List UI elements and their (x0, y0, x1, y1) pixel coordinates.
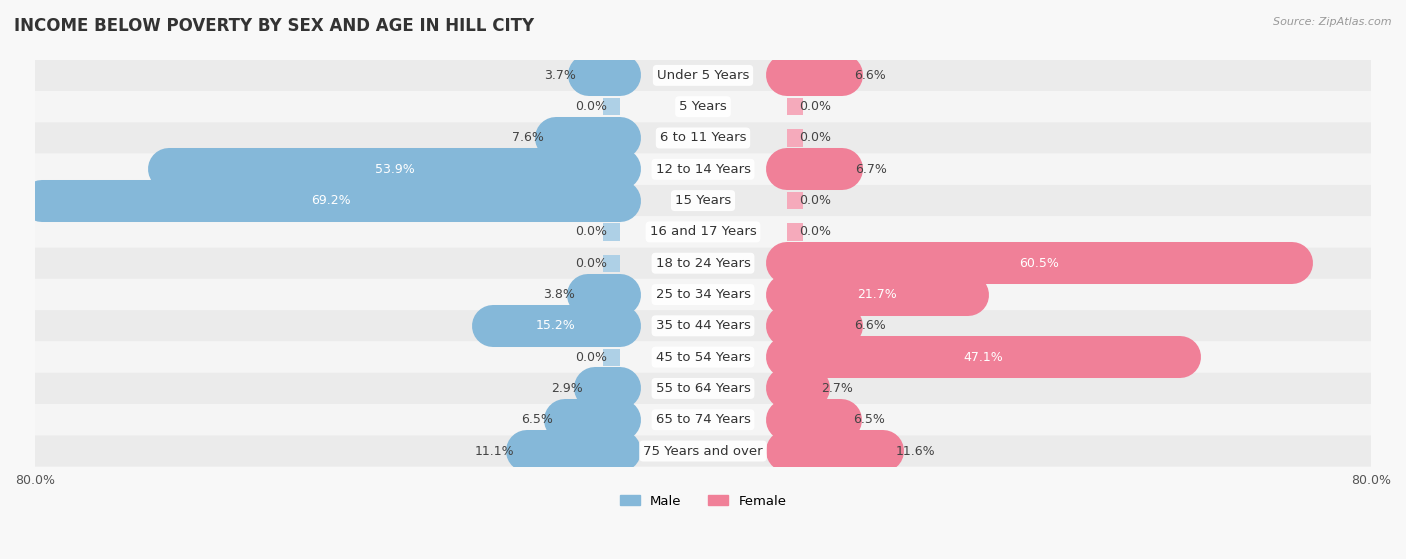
Text: 3.7%: 3.7% (544, 69, 576, 82)
FancyBboxPatch shape (35, 404, 1371, 435)
Text: 7.6%: 7.6% (512, 131, 544, 144)
Text: 60.5%: 60.5% (1019, 257, 1059, 269)
Text: 6.7%: 6.7% (855, 163, 887, 176)
Bar (603, 223, 620, 240)
Bar (786, 442, 883, 459)
Text: 47.1%: 47.1% (963, 350, 1002, 363)
Bar (603, 348, 620, 366)
FancyBboxPatch shape (35, 91, 1371, 122)
Text: 0.0%: 0.0% (799, 225, 831, 238)
Text: 0.0%: 0.0% (799, 131, 831, 144)
Text: Source: ZipAtlas.com: Source: ZipAtlas.com (1274, 17, 1392, 27)
Bar (786, 411, 841, 428)
FancyBboxPatch shape (35, 310, 1371, 342)
Text: 6.6%: 6.6% (853, 319, 886, 332)
Text: 18 to 24 Years: 18 to 24 Years (655, 257, 751, 269)
Bar (786, 286, 967, 303)
Bar (589, 67, 620, 84)
FancyBboxPatch shape (35, 122, 1371, 154)
Bar (595, 380, 620, 397)
Text: 0.0%: 0.0% (575, 100, 607, 113)
Text: 6.5%: 6.5% (853, 413, 886, 426)
Text: 65 to 74 Years: 65 to 74 Years (655, 413, 751, 426)
Text: 3.8%: 3.8% (543, 288, 575, 301)
Text: 0.0%: 0.0% (799, 100, 831, 113)
Legend: Male, Female: Male, Female (614, 490, 792, 513)
Text: 0.0%: 0.0% (575, 225, 607, 238)
Bar (527, 442, 620, 459)
Text: 35 to 44 Years: 35 to 44 Years (655, 319, 751, 332)
Text: Under 5 Years: Under 5 Years (657, 69, 749, 82)
Text: 15 Years: 15 Years (675, 194, 731, 207)
Text: 11.1%: 11.1% (475, 444, 515, 457)
FancyBboxPatch shape (35, 216, 1371, 248)
Text: 2.7%: 2.7% (821, 382, 853, 395)
Text: 16 and 17 Years: 16 and 17 Years (650, 225, 756, 238)
Text: 0.0%: 0.0% (575, 257, 607, 269)
Bar (786, 254, 1292, 272)
FancyBboxPatch shape (35, 435, 1371, 467)
FancyBboxPatch shape (35, 248, 1371, 279)
Text: 75 Years and over: 75 Years and over (643, 444, 763, 457)
Text: 6.6%: 6.6% (853, 69, 886, 82)
Text: 25 to 34 Years: 25 to 34 Years (655, 288, 751, 301)
FancyBboxPatch shape (35, 373, 1371, 404)
Text: 0.0%: 0.0% (799, 194, 831, 207)
Bar (786, 223, 803, 240)
Bar (588, 286, 620, 303)
Bar (42, 192, 620, 209)
Text: 69.2%: 69.2% (311, 194, 350, 207)
Text: 6.5%: 6.5% (520, 413, 553, 426)
Text: 11.6%: 11.6% (896, 444, 935, 457)
Text: 55 to 64 Years: 55 to 64 Years (655, 382, 751, 395)
Bar (786, 348, 1180, 366)
Bar (786, 192, 803, 209)
Bar (603, 98, 620, 115)
Bar (170, 160, 620, 178)
Bar (786, 380, 808, 397)
Text: 21.7%: 21.7% (858, 288, 897, 301)
Text: 5 Years: 5 Years (679, 100, 727, 113)
FancyBboxPatch shape (35, 342, 1371, 373)
Text: 2.9%: 2.9% (551, 382, 582, 395)
Text: 15.2%: 15.2% (536, 319, 576, 332)
Bar (786, 129, 803, 146)
Text: 0.0%: 0.0% (575, 350, 607, 363)
Bar (786, 67, 842, 84)
FancyBboxPatch shape (35, 279, 1371, 310)
Text: 12 to 14 Years: 12 to 14 Years (655, 163, 751, 176)
Bar (603, 254, 620, 272)
FancyBboxPatch shape (35, 154, 1371, 185)
Bar (786, 98, 803, 115)
Bar (786, 160, 842, 178)
Bar (565, 411, 620, 428)
Text: 6 to 11 Years: 6 to 11 Years (659, 131, 747, 144)
Bar (555, 129, 620, 146)
Text: INCOME BELOW POVERTY BY SEX AND AGE IN HILL CITY: INCOME BELOW POVERTY BY SEX AND AGE IN H… (14, 17, 534, 35)
Bar (492, 317, 620, 334)
FancyBboxPatch shape (35, 185, 1371, 216)
Text: 53.9%: 53.9% (374, 163, 415, 176)
FancyBboxPatch shape (35, 60, 1371, 91)
Bar (786, 317, 842, 334)
Text: 45 to 54 Years: 45 to 54 Years (655, 350, 751, 363)
